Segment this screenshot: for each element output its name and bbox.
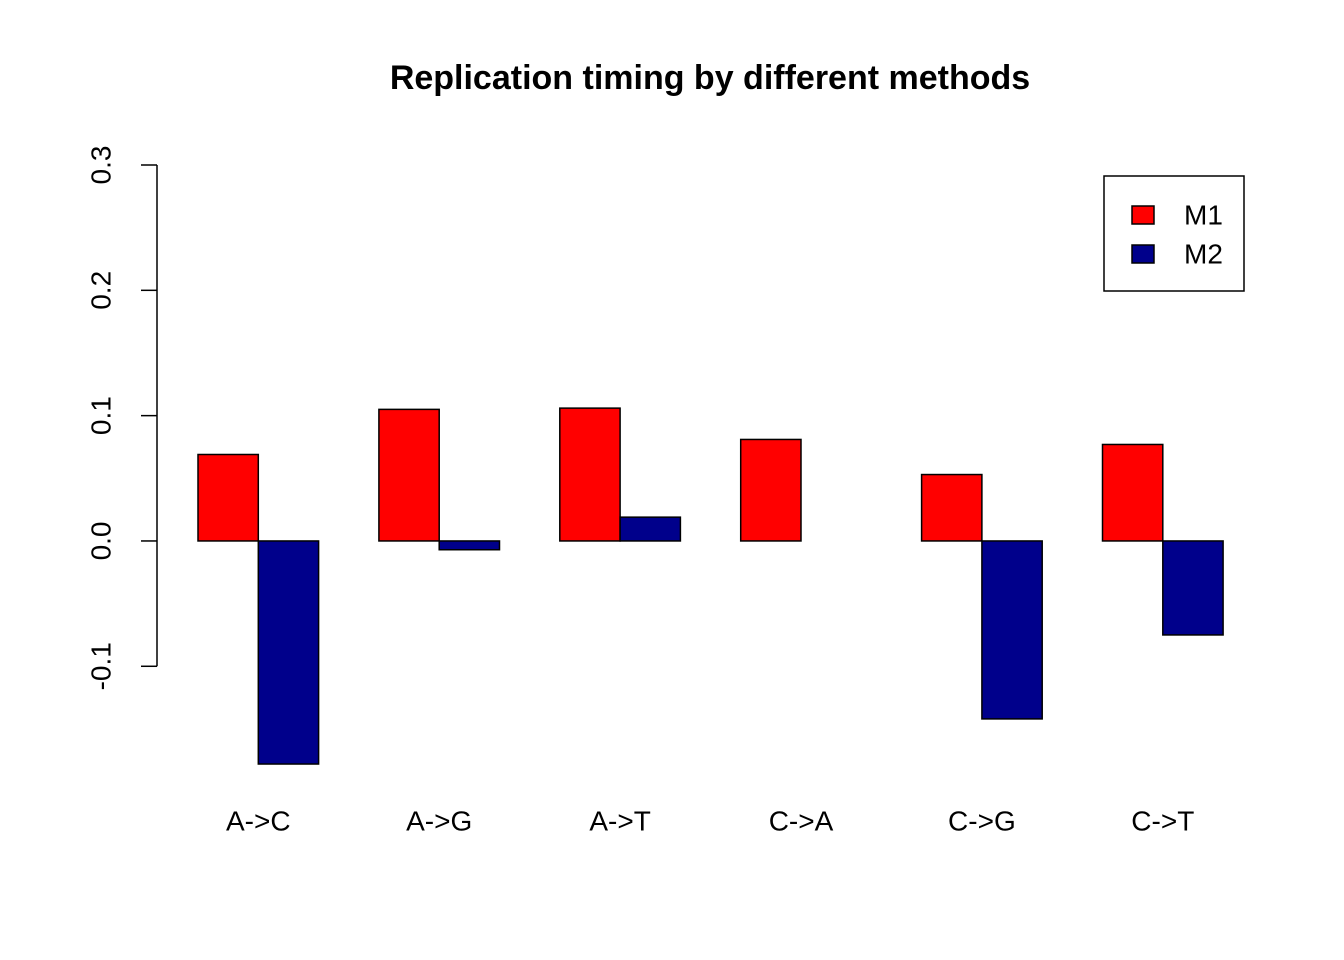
x-tick-label: C->T	[1131, 805, 1194, 836]
x-tick-label: A->C	[226, 805, 291, 836]
x-tick-label: C->A	[769, 805, 834, 836]
y-tick-label: 0.1	[85, 396, 116, 435]
legend-swatch	[1131, 244, 1155, 264]
bar	[739, 438, 802, 542]
y-tick-label: -0.1	[85, 642, 116, 690]
x-tick-label: A->T	[589, 805, 650, 836]
x-tick-label: C->G	[948, 805, 1016, 836]
bar	[197, 453, 260, 542]
bar	[559, 407, 621, 542]
legend-label: M2	[1184, 238, 1223, 269]
bar	[920, 473, 983, 542]
bar	[438, 540, 501, 551]
bar	[378, 408, 440, 542]
bar	[257, 540, 320, 765]
y-tick-label: 0.3	[85, 146, 116, 185]
bar	[981, 540, 1043, 720]
chart-title: Replication timing by different methods	[390, 59, 1030, 97]
bar	[1162, 540, 1224, 636]
y-tick-label: 0.2	[85, 271, 116, 310]
legend-swatch	[1131, 205, 1155, 225]
x-tick-label: A->G	[406, 805, 472, 836]
legend-box	[1103, 175, 1245, 292]
bar	[619, 516, 682, 542]
y-tick-label: 0.0	[85, 521, 116, 560]
legend-label: M1	[1184, 199, 1223, 230]
bar	[1101, 443, 1164, 542]
